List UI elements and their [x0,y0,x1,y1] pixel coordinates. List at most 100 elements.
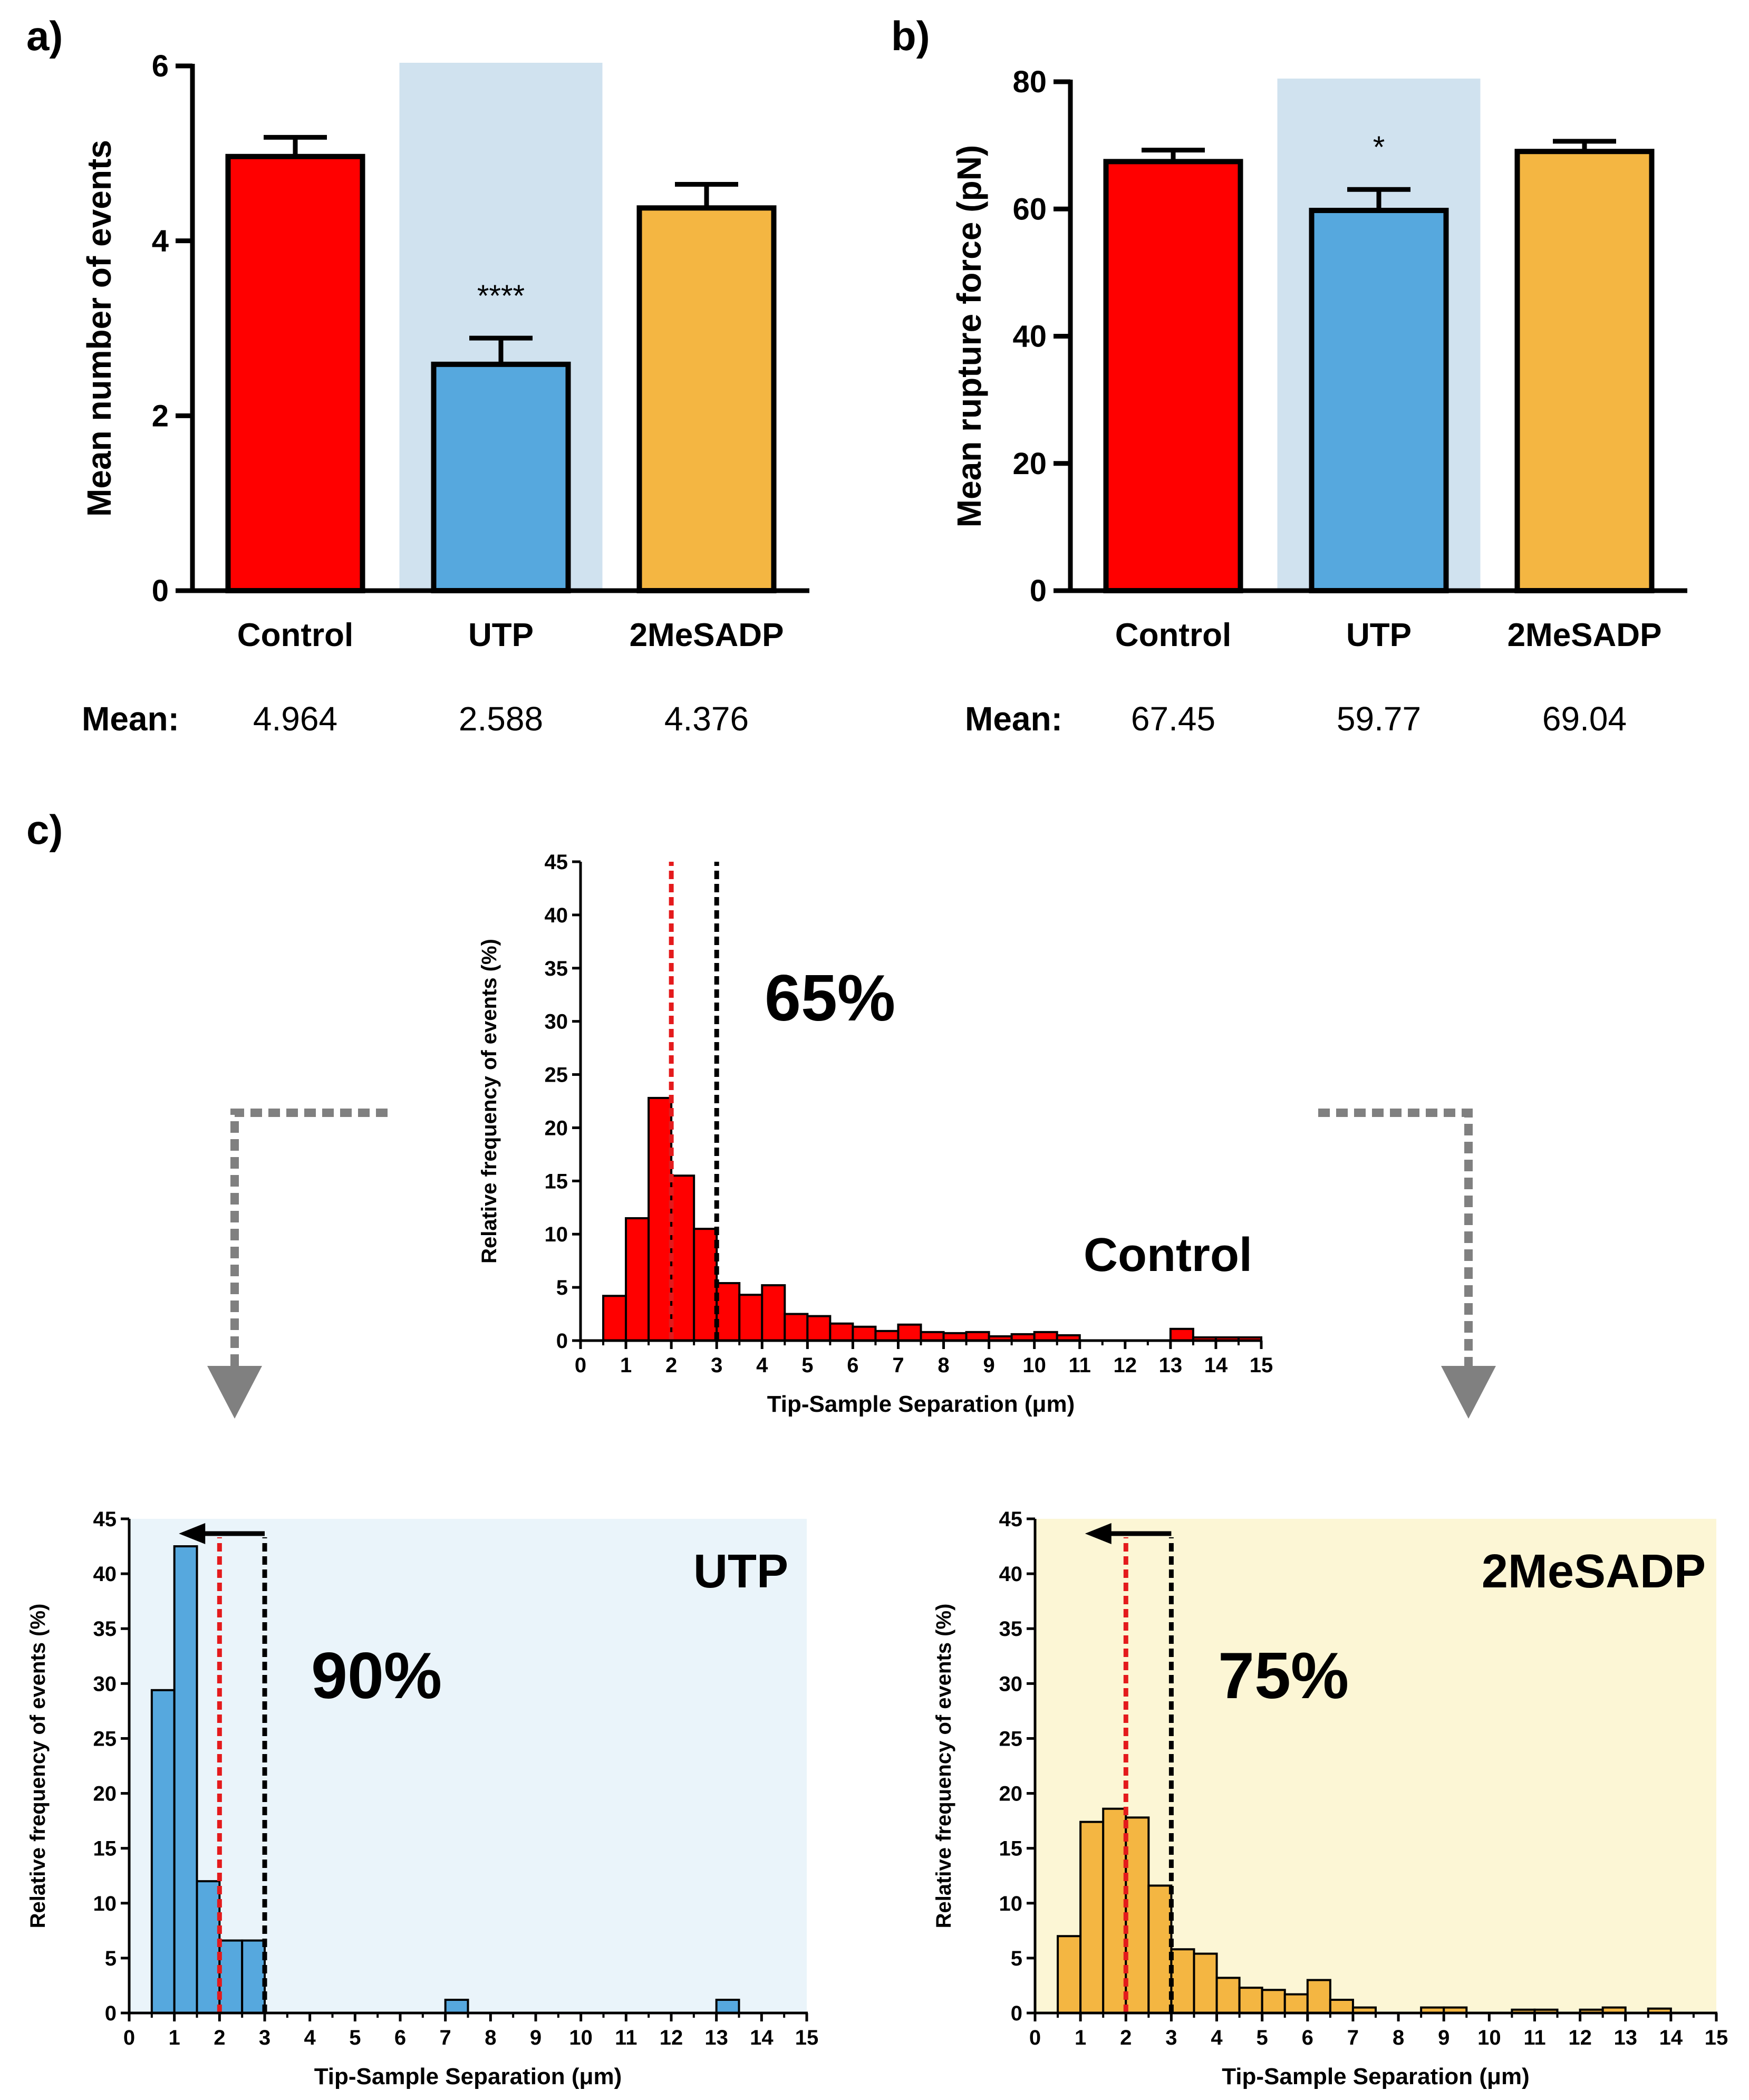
x-tick-label: 15 [1705,2026,1728,2049]
histogram-bin [1215,1977,1241,2015]
x-tick-label: 5 [801,1354,813,1377]
x-tick-label: 6 [1302,2026,1313,2049]
histogram-bin [670,1174,695,1342]
x-tick-label: 6 [394,2026,406,2049]
x-tick-label: 12 [660,2026,683,2049]
y-tick-label: 0 [1011,2002,1022,2025]
significance-marker: **** [477,279,525,313]
y-tick-label: 45 [93,1508,117,1531]
y-tick-label: 30 [999,1672,1023,1696]
percent-label: 75% [1218,1640,1349,1712]
condition-label: UTP [693,1545,788,1598]
x-tick-label: 7 [892,1354,904,1377]
x-tick-label: 14 [750,2026,774,2049]
histogram-bin [602,1295,627,1342]
y-axis-label: Relative frequency of events (%) [26,1604,50,1929]
x-tick-label: 7 [440,2026,451,2049]
x-axis-label: Tip-Sample Separation (μm) [767,1391,1075,1417]
histogram-bin [761,1284,786,1342]
x-tick-label: 2 [665,1354,677,1377]
histogram-bin [829,1322,854,1342]
x-tick-label: 8 [485,2026,496,2049]
shift-arrow-head [1085,1523,1112,1544]
y-tick-label: 0 [152,574,169,608]
percent-label: 65% [765,962,895,1035]
x-tick-label: 4 [1211,2026,1223,2049]
y-tick-label: 35 [999,1617,1023,1641]
bar-utp [431,361,571,593]
histogram-bin [1329,1999,1354,2015]
flow-arrow-left-head [207,1366,262,1419]
category-label: 2MeSADP [1508,617,1662,653]
x-axis-label: Tip-Sample Separation (μm) [1222,2064,1530,2089]
histogram-bin [648,1096,673,1342]
histogram-bin [897,1323,922,1342]
mean-row-label: Mean: [965,700,1062,738]
x-tick-label: 3 [711,1354,722,1377]
flow-arrow-right-head [1441,1366,1496,1419]
y-tick-label: 35 [545,957,568,980]
category-label: Control [1115,617,1231,653]
histogram-bin [1125,1816,1150,2015]
x-tick-label: 5 [1257,2026,1268,2049]
y-tick-label: 0 [1030,574,1047,608]
bar-control [225,153,365,593]
x-tick-label: 0 [123,2026,135,2049]
x-tick-label: 9 [530,2026,542,2049]
y-tick-label: 20 [1012,447,1047,481]
x-tick-label: 14 [1659,2026,1683,2049]
mean-value: 4.376 [664,700,749,738]
y-tick-label: 0 [105,2002,117,2025]
x-tick-label: 10 [1477,2026,1501,2049]
x-tick-label: 1 [620,1354,632,1377]
y-tick-label: 15 [93,1837,117,1861]
x-tick-label: 0 [575,1354,586,1377]
histogram-bin [218,1939,244,2014]
mean-row-label: Mean: [82,700,179,738]
y-tick-label: 30 [545,1010,568,1034]
mean-value: 2.588 [459,700,543,738]
panel-label-c: c) [26,806,63,853]
histogram-bin [173,1545,198,2015]
histogram-bin [241,1939,266,2014]
x-tick-label: 1 [169,2026,180,2049]
y-tick-label: 2 [152,399,169,433]
y-tick-label: 20 [93,1783,117,1806]
histogram-utp: 0 1 2 3 4 5 6 7 8 9 10 11 12 13 14 15051015202530354045… [26,1508,818,2089]
y-tick-label: 60 [1012,192,1047,226]
histogram-bin [150,1689,176,2014]
x-tick-label: 13 [1159,1354,1183,1377]
bar-chart-rupture-force: Control 67.45 UTP 59.77 2MeSADP 69.04 * 0 20 40 60… [950,65,1687,738]
bar-utp [1309,208,1449,594]
histogram-bin [874,1330,900,1342]
histogram-control: 0 1 2 3 4 5 6 7 8 9 10 11 12 13 14 15051015202530354045… [478,851,1273,1417]
x-tick-label: 6 [847,1354,858,1377]
mean-value: 59.77 [1337,700,1421,738]
y-tick-label: 5 [105,1947,117,1970]
x-tick-label: 14 [1204,1354,1228,1377]
category-label: UTP [468,617,534,653]
mean-value: 4.964 [253,700,337,738]
flow-arrow-right-path [1318,1109,1473,1366]
x-tick-label: 12 [1114,1354,1137,1377]
x-tick-label: 5 [349,2026,361,2049]
x-tick-label: 4 [756,1354,768,1377]
x-tick-label: 11 [1523,2026,1545,2049]
x-tick-label: 8 [1393,2026,1404,2049]
y-tick-label: 25 [999,1727,1023,1750]
significance-marker: * [1373,130,1385,165]
histogram-bin [1102,1807,1127,2015]
histogram-bin [1261,1989,1286,2015]
x-tick-label: 12 [1568,2026,1592,2049]
x-tick-label: 9 [983,1354,994,1377]
category-label: UTP [1346,617,1412,653]
x-tick-label: 2 [1120,2026,1132,2049]
histogram-bin [1079,1820,1105,2015]
histogram-bin [1193,1952,1218,2015]
y-axis-label: Relative frequency of events (%) [478,939,501,1264]
y-tick-label: 10 [93,1892,117,1915]
y-tick-label: 40 [545,904,568,927]
condition-label: 2MeSADP [1482,1545,1706,1598]
x-tick-label: 0 [1029,2026,1041,2049]
